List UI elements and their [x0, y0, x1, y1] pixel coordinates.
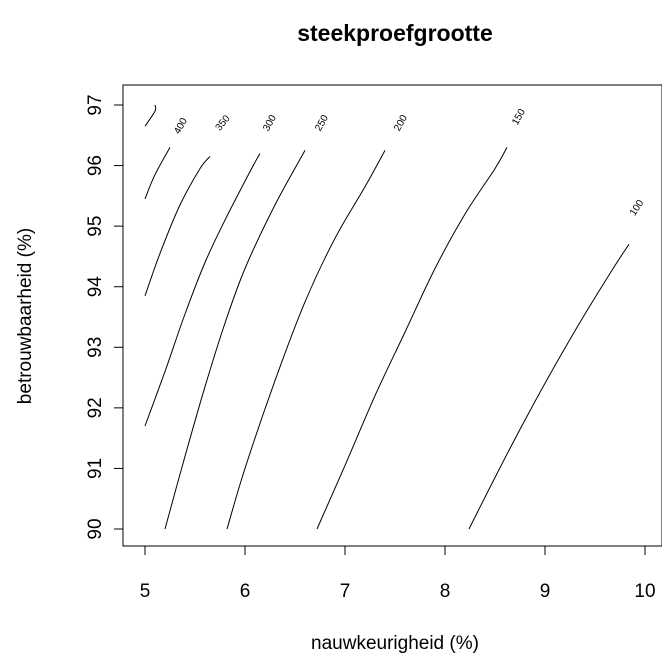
y-tick-label: 97 — [85, 94, 106, 115]
y-tick-label: 94 — [85, 276, 106, 298]
x-tick-label: 5 — [140, 581, 151, 602]
x-tick-label: 7 — [340, 581, 351, 602]
y-tick-label: 95 — [85, 216, 106, 237]
x-tick-label: 8 — [440, 581, 451, 602]
x-axis: 5 6 7 8 9 10 — [140, 545, 656, 602]
contour-line-top — [144, 104, 157, 127]
contour-label-100: 100 — [628, 198, 647, 218]
contour-line-200 — [226, 150, 386, 530]
x-axis-label: nauwkeurigheid (%) — [311, 633, 479, 654]
contour-lines: 100 150 200 250 300 350 400 — [144, 104, 647, 530]
x-tick-label: 10 — [634, 581, 655, 602]
y-axis-label: betrouwbaarheid (%) — [15, 228, 36, 404]
contour-label-150: 150 — [510, 107, 528, 127]
plot-area — [122, 84, 662, 547]
y-axis: 90 91 92 93 94 95 96 97 — [85, 94, 124, 540]
contour-line-400 — [144, 147, 171, 200]
contour-line-250 — [164, 150, 306, 530]
y-tick-label: 92 — [85, 397, 106, 418]
contour-label-200: 200 — [392, 113, 410, 133]
contour-line-150 — [316, 147, 508, 530]
contour-label-350: 350 — [214, 113, 233, 133]
x-tick-label: 9 — [540, 581, 551, 602]
y-tick-label: 90 — [85, 518, 106, 539]
chart-title: steekproefgrootte — [297, 20, 493, 46]
contour-line-350 — [144, 156, 211, 296]
contour-line-300 — [144, 153, 261, 427]
contour-label-400: 400 — [172, 116, 190, 136]
y-tick-label: 91 — [85, 458, 106, 479]
contour-line-100 — [468, 244, 630, 530]
contour-label-300: 300 — [261, 113, 279, 133]
y-tick-label: 93 — [85, 337, 106, 358]
x-tick-label: 6 — [240, 581, 251, 602]
contour-label-250: 250 — [313, 113, 331, 133]
y-tick-label: 96 — [85, 155, 106, 176]
